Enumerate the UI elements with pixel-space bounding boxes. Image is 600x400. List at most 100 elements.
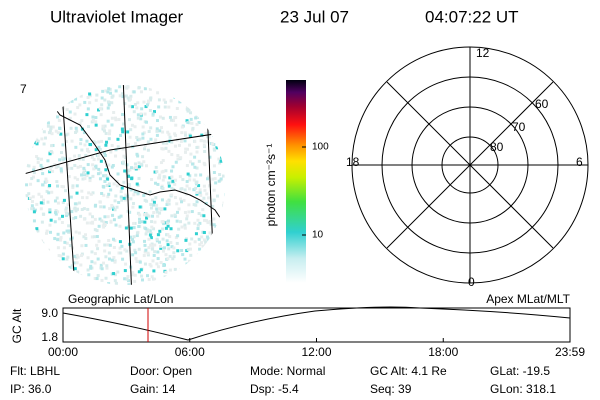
pixel [80, 119, 84, 123]
pixel [79, 214, 83, 218]
pixel [195, 200, 199, 204]
pixel [196, 223, 200, 227]
pixel [89, 192, 93, 196]
pixel [204, 201, 208, 205]
pixel [126, 169, 130, 173]
pixel [129, 197, 133, 201]
pixel [201, 99, 205, 103]
pixel [85, 174, 89, 178]
pixel [176, 234, 180, 238]
pixel [32, 219, 36, 223]
pixel [120, 244, 124, 248]
pixel [133, 102, 137, 106]
pixel [105, 266, 109, 270]
pixel [155, 210, 159, 214]
pixel [88, 179, 92, 183]
pixel [36, 103, 40, 107]
pixel [88, 176, 92, 180]
pixel [220, 228, 224, 232]
pixel [154, 165, 158, 169]
pixel [187, 87, 191, 91]
pixel [47, 268, 51, 272]
pixel [197, 267, 201, 271]
pixel [116, 172, 120, 176]
pixel [65, 229, 69, 233]
pixel [49, 125, 53, 129]
pixel [201, 90, 205, 94]
pixel [39, 270, 43, 274]
pixel [74, 256, 78, 260]
pixel [216, 259, 220, 263]
pixel [102, 129, 106, 133]
pixel [174, 133, 178, 137]
pixel [203, 121, 207, 125]
pixel [93, 235, 97, 239]
pixel [193, 155, 197, 159]
pixel [45, 93, 49, 97]
pixel [82, 166, 86, 170]
pixel [221, 174, 225, 178]
pixel [163, 100, 167, 104]
pixel [167, 247, 171, 251]
pixel [217, 157, 221, 161]
pixel [135, 234, 139, 238]
pixel [152, 211, 156, 215]
pixel [184, 133, 188, 137]
pixel [167, 105, 171, 109]
pixel [85, 113, 89, 117]
pixel [224, 265, 225, 269]
pixel [83, 177, 87, 181]
pixel [187, 210, 191, 214]
pixel [66, 203, 70, 207]
mlt-label: 18 [346, 155, 360, 169]
pixel [103, 124, 107, 128]
pixel [49, 98, 53, 102]
pixel [92, 140, 96, 144]
pixel [77, 201, 81, 205]
pixel [212, 170, 216, 174]
pixel [137, 165, 141, 169]
pixel [135, 182, 139, 186]
pixel [192, 188, 196, 192]
pixel [187, 95, 191, 99]
pixel [150, 225, 154, 229]
colorbar-tick: 100 [312, 142, 329, 153]
pixel [54, 129, 58, 133]
pixel [92, 158, 96, 162]
pixel [137, 225, 141, 229]
pixel [161, 169, 165, 173]
pixel [147, 278, 151, 282]
pixel [36, 160, 40, 164]
pixel [215, 257, 219, 261]
pixel [179, 139, 183, 143]
pixel [107, 183, 111, 187]
pixel [107, 103, 111, 107]
pixel [204, 219, 208, 223]
pixel [146, 251, 150, 255]
pixel [84, 282, 88, 285]
pixel [27, 134, 31, 138]
pixel [152, 203, 156, 207]
pixel [180, 200, 184, 204]
pixel [108, 87, 112, 91]
pixel [67, 229, 71, 233]
pixel [25, 216, 29, 220]
pixel [114, 148, 118, 152]
pixel [103, 153, 107, 157]
pixel [55, 270, 59, 274]
pixel [124, 226, 128, 230]
pixel [211, 247, 215, 251]
pixel [98, 107, 102, 111]
pixel [117, 251, 121, 255]
pixel [38, 97, 42, 101]
pixel [99, 205, 103, 209]
pixel [223, 92, 225, 96]
pixel [90, 155, 94, 159]
pixel [35, 154, 39, 158]
pixel [153, 243, 157, 247]
pixel [86, 107, 90, 111]
pixel [149, 126, 153, 130]
pixel [64, 89, 68, 93]
pixel [42, 106, 46, 110]
pixel [70, 264, 74, 268]
